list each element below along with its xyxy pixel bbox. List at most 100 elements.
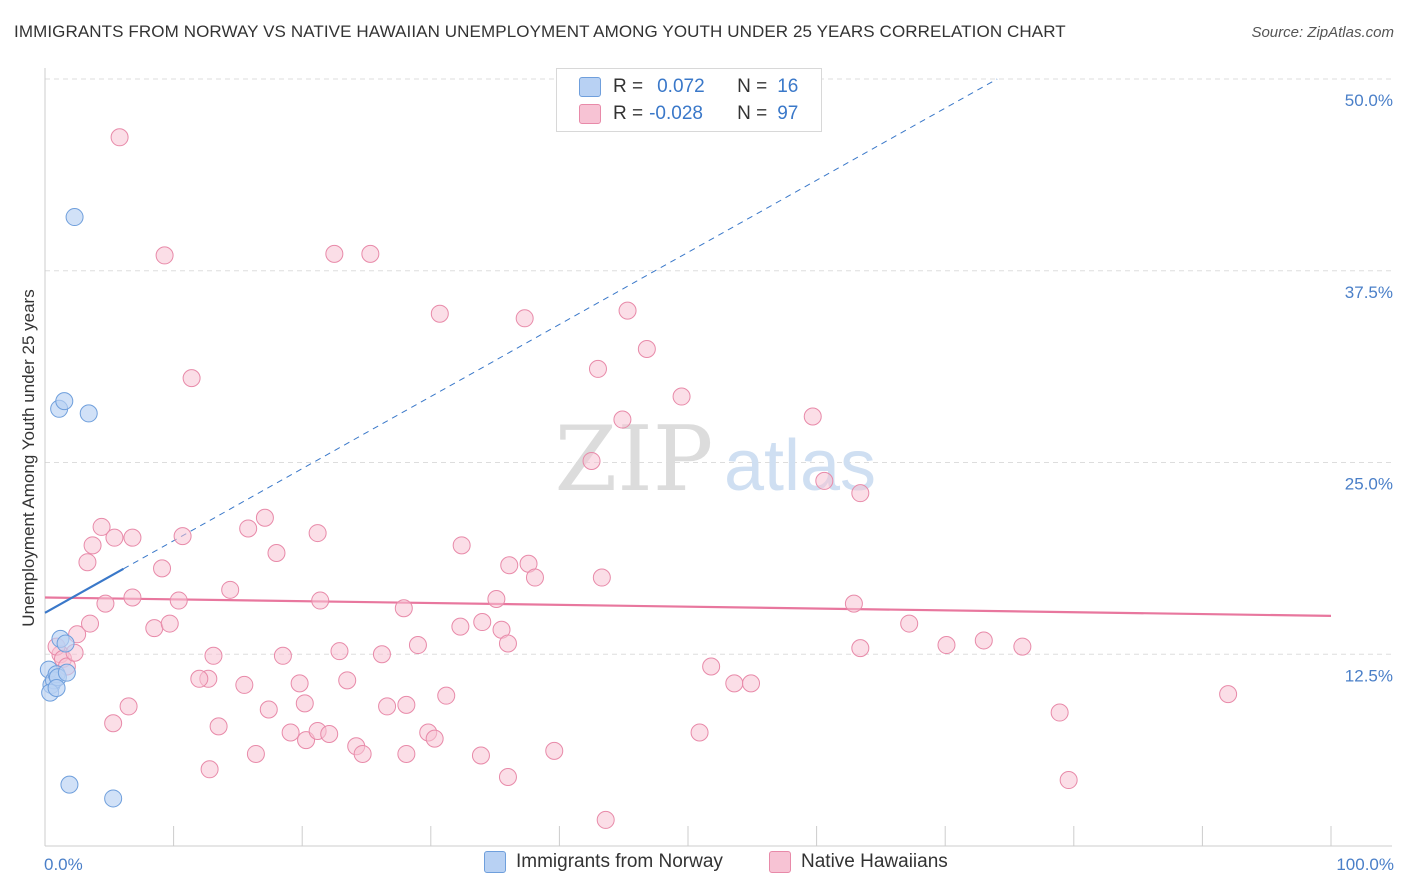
native-hawaiians-points [47, 128, 1238, 829]
native-hawaiians-point [498, 634, 517, 653]
native-hawaiians-point [119, 697, 138, 716]
native-hawaiians-point [592, 568, 611, 587]
native-hawaiians-point [209, 717, 228, 736]
watermark-atlas: atlas [724, 426, 876, 506]
norway-point [60, 775, 79, 794]
native-hawaiians-point [900, 614, 919, 633]
native-hawaiians-point [169, 591, 188, 610]
legend-n-value-hawaiian: 97 [777, 103, 799, 124]
norway-point [56, 634, 75, 653]
y-axis-title: Unemployment Among Youth under 25 years [19, 289, 38, 626]
legend-swatch-hawaiian [769, 851, 791, 873]
native-hawaiians-point [160, 614, 179, 633]
legend-item-norway[interactable]: Immigrants from Norway [484, 851, 723, 873]
native-hawaiians-point [378, 697, 397, 716]
native-hawaiians-point [105, 528, 124, 547]
native-hawaiians-point [81, 614, 100, 633]
legend-r-label: R = [613, 103, 644, 124]
legend-label-norway: Immigrants from Norway [516, 851, 723, 872]
native-hawaiians-point [155, 246, 174, 265]
native-hawaiians-point [588, 359, 607, 378]
native-hawaiians-point [844, 594, 863, 613]
native-hawaiians-point [330, 642, 349, 661]
native-hawaiians-point [83, 536, 102, 555]
native-hawaiians-point [123, 588, 142, 607]
native-hawaiians-point [221, 580, 240, 599]
native-hawaiians-point [487, 590, 506, 609]
native-hawaiians-point [452, 536, 471, 555]
native-hawaiians-point [78, 553, 97, 572]
native-hawaiians-point [937, 636, 956, 655]
native-hawaiians-point [430, 304, 449, 323]
legend-r-value-hawaiian: -0.028 [649, 103, 703, 124]
norway-trendline-extension [123, 78, 998, 570]
native-hawaiians-point [1050, 703, 1069, 722]
native-hawaiians-point [451, 617, 470, 636]
legend-label-hawaiian: Native Hawaiians [801, 851, 948, 872]
native-hawaiians-point [338, 671, 357, 690]
norway-point [79, 404, 98, 423]
native-hawaiians-point [815, 471, 834, 490]
legend-swatch-norway [484, 851, 506, 873]
watermark: ZIP atlas [555, 407, 876, 512]
native-hawaiians-point [725, 674, 744, 693]
native-hawaiians-point [325, 244, 344, 263]
y-tick-label: 50.0% [1345, 91, 1393, 110]
native-hawaiians-point [204, 646, 223, 665]
native-hawaiians-point [295, 694, 314, 713]
chart-title: IMMIGRANTS FROM NORWAY VS NATIVE HAWAIIA… [14, 22, 1066, 41]
y-tick-label: 12.5% [1345, 666, 1393, 685]
native-hawaiians-point [397, 744, 416, 763]
native-hawaiians-point [397, 695, 416, 714]
native-hawaiians-point [92, 517, 111, 536]
norway-points [39, 208, 123, 808]
native-hawaiians-point [1219, 685, 1238, 704]
native-hawaiians-point [851, 639, 870, 658]
tick-labels: 12.5% 25.0% 37.5% 50.0% 0.0% 100.0% [44, 91, 1394, 874]
legend-item-hawaiian[interactable]: Native Hawaiians [769, 851, 948, 873]
norway-point [104, 789, 123, 808]
native-hawaiians-point [545, 741, 564, 760]
native-hawaiians-point [473, 613, 492, 632]
native-hawaiians-point [190, 669, 209, 688]
native-hawaiians-point [255, 508, 274, 527]
legend-n-label: N = [737, 76, 768, 97]
native-hawaiians-point [582, 451, 601, 470]
native-hawaiians-point [471, 746, 490, 765]
native-hawaiians-point [500, 556, 519, 575]
grid-layer [45, 78, 1392, 655]
native-hawaiians-point [408, 636, 427, 655]
native-hawaiians-point [525, 568, 544, 587]
native-hawaiians-point [311, 591, 330, 610]
native-hawaiians-point [613, 410, 632, 429]
native-hawaiians-point [742, 674, 761, 693]
native-hawaiians-point [702, 657, 721, 676]
legend-swatch-hawaiian [579, 104, 601, 124]
native-hawaiians-point [1013, 637, 1032, 656]
norway-point [57, 663, 76, 682]
chart-source: Source: ZipAtlas.com [1251, 24, 1394, 41]
native-hawaiians-point [246, 744, 265, 763]
native-hawaiians-point [320, 725, 339, 744]
native-hawaiians-point [182, 369, 201, 388]
native-hawaiians-point [1059, 771, 1078, 790]
norway-point [47, 678, 66, 697]
x-tick-label: 100.0% [1336, 855, 1394, 874]
y-tick-label: 25.0% [1345, 475, 1393, 494]
correlation-legend: R = 0.072 N = 16 R = -0.028 N = 97 [556, 68, 822, 132]
native-hawaiians-point [437, 686, 456, 705]
legend-r-label: R = [613, 76, 644, 97]
native-hawaiians-point [200, 760, 219, 779]
axes-layer [44, 68, 1392, 847]
legend-swatch-norway [579, 77, 601, 97]
native-hawaiians-point [104, 714, 123, 733]
native-hawaiians-point [273, 646, 292, 665]
native-hawaiians-trendline [44, 596, 1332, 617]
native-hawaiians-point [361, 244, 380, 263]
legend-row-hawaiian: R = -0.028 N = 97 [579, 100, 798, 128]
native-hawaiians-point [110, 128, 129, 147]
legend-n-label: N = [737, 103, 768, 124]
native-hawaiians-point [394, 599, 413, 618]
native-hawaiians-point [498, 767, 517, 786]
